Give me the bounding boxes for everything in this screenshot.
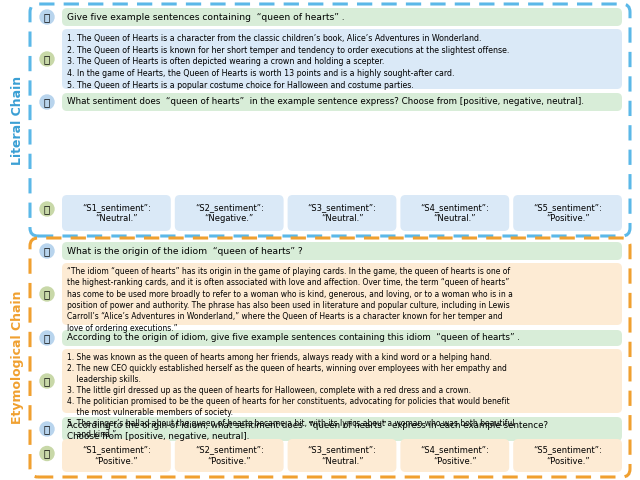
Text: “S2_sentiment”:
“Negative.”: “S2_sentiment”: “Negative.” [195, 203, 264, 223]
FancyBboxPatch shape [287, 439, 396, 472]
Text: “S5_sentiment”:
“Positive.”: “S5_sentiment”: “Positive.” [533, 445, 602, 466]
FancyBboxPatch shape [62, 439, 171, 472]
Text: 🤖: 🤖 [44, 204, 50, 214]
Circle shape [40, 52, 54, 66]
Text: “The idiom “queen of hearts” has its origin in the game of playing cards. In the: “The idiom “queen of hearts” has its ori… [67, 267, 513, 333]
FancyBboxPatch shape [62, 330, 622, 346]
Text: “S1_sentiment”:
“Positive.”: “S1_sentiment”: “Positive.” [82, 445, 151, 466]
FancyBboxPatch shape [62, 349, 622, 413]
Text: 1. She was known as the queen of hearts among her friends, always ready with a k: 1. She was known as the queen of hearts … [67, 353, 515, 439]
Text: “S2_sentiment”:
“Positive.”: “S2_sentiment”: “Positive.” [195, 445, 264, 466]
Circle shape [40, 202, 54, 216]
Text: 🧠: 🧠 [44, 97, 50, 107]
Circle shape [40, 331, 54, 345]
Circle shape [40, 10, 54, 24]
Text: “S4_sentiment”:
“Neutral.”: “S4_sentiment”: “Neutral.” [420, 203, 489, 223]
Text: Literal Chain: Literal Chain [12, 75, 24, 165]
Text: According to the origin of idiom, what sentiment does  “queen of hearts”  expres: According to the origin of idiom, what s… [67, 421, 548, 442]
Circle shape [40, 244, 54, 258]
Circle shape [40, 422, 54, 436]
FancyBboxPatch shape [62, 8, 622, 26]
FancyBboxPatch shape [62, 195, 171, 231]
Text: “S5_sentiment”:
“Positive.”: “S5_sentiment”: “Positive.” [533, 203, 602, 223]
Text: 🧠: 🧠 [44, 333, 50, 343]
Circle shape [40, 374, 54, 388]
FancyBboxPatch shape [62, 242, 622, 260]
Text: What sentiment does  “queen of hearts”  in the example sentence express? Choose : What sentiment does “queen of hearts” in… [67, 97, 584, 107]
FancyBboxPatch shape [287, 195, 396, 231]
FancyBboxPatch shape [175, 439, 284, 472]
Circle shape [40, 95, 54, 109]
FancyBboxPatch shape [30, 4, 630, 236]
Text: 🤖: 🤖 [44, 376, 50, 386]
FancyBboxPatch shape [513, 439, 622, 472]
Text: 1. The ⁠Queen of Hearts⁠ is a character from the classic children’s book, Alice’: 1. The ⁠Queen of Hearts⁠ is a character … [67, 34, 509, 90]
Text: 🧠: 🧠 [44, 424, 50, 434]
FancyBboxPatch shape [401, 439, 509, 472]
Text: 🧠: 🧠 [44, 246, 50, 256]
Text: 🤖: 🤖 [44, 54, 50, 64]
FancyBboxPatch shape [513, 195, 622, 231]
Circle shape [40, 287, 54, 301]
Text: According to the origin of idiom, give five example sentences containing this id: According to the origin of idiom, give f… [67, 334, 520, 343]
Text: Give five example sentences containing  “queen of hearts” .: Give five example sentences containing “… [67, 12, 344, 22]
Text: “S4_sentiment”:
“Positive.”: “S4_sentiment”: “Positive.” [420, 445, 489, 466]
FancyBboxPatch shape [62, 263, 622, 325]
FancyBboxPatch shape [62, 29, 622, 89]
Text: “S3_sentiment”:
“Neutral.”: “S3_sentiment”: “Neutral.” [308, 445, 376, 466]
Text: 🤖: 🤖 [44, 289, 50, 299]
Text: 🤖: 🤖 [44, 448, 50, 458]
Text: “S1_sentiment”:
“Neutral.”: “S1_sentiment”: “Neutral.” [82, 203, 151, 223]
Circle shape [40, 446, 54, 460]
FancyBboxPatch shape [62, 417, 622, 441]
Text: 🧠: 🧠 [44, 12, 50, 22]
FancyBboxPatch shape [401, 195, 509, 231]
FancyBboxPatch shape [62, 93, 622, 111]
Text: What is the origin of the idiom  “queen of hearts” ?: What is the origin of the idiom “queen o… [67, 247, 303, 255]
Text: Etymological Chain: Etymological Chain [12, 291, 24, 424]
Text: “S3_sentiment”:
“Neutral.”: “S3_sentiment”: “Neutral.” [308, 203, 376, 223]
FancyBboxPatch shape [175, 195, 284, 231]
FancyBboxPatch shape [30, 238, 630, 477]
